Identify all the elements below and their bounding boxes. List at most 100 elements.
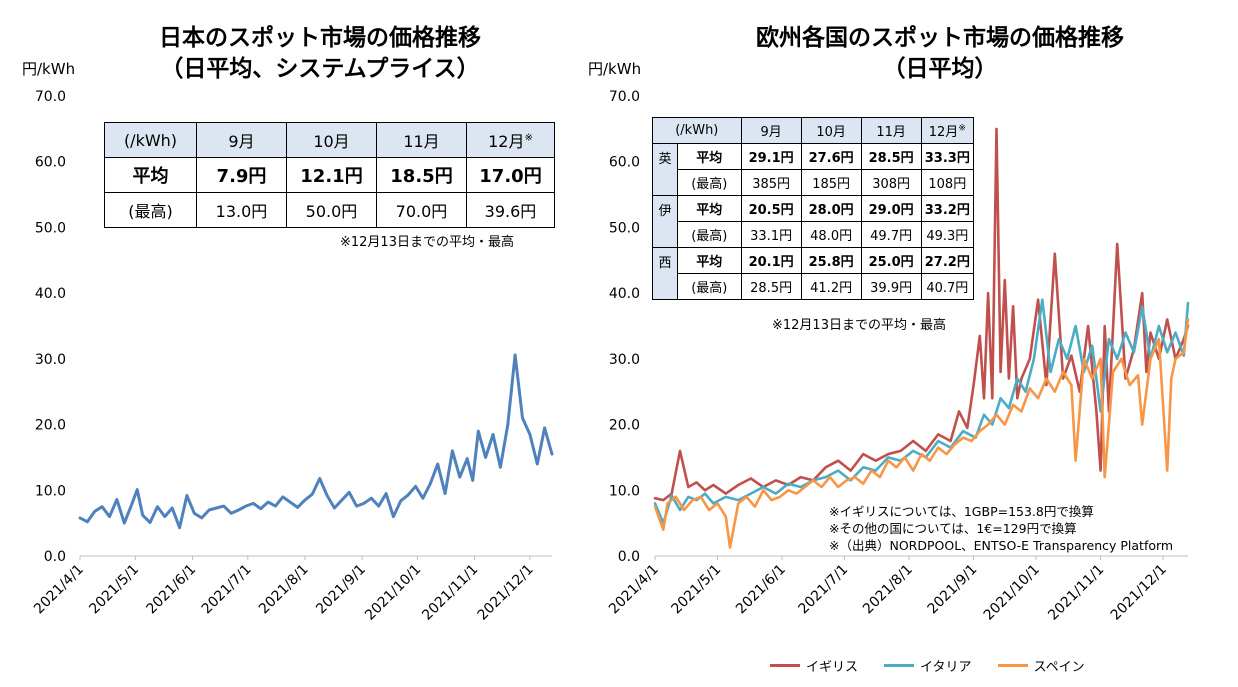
eu-legend: イギリス イタリア スペイン [770, 656, 1111, 675]
jp-ytick-label: 20.0 [35, 418, 66, 434]
jp-avg-cell: 17.0円 [466, 157, 555, 193]
eu-es-avg: 20.1円 [740, 247, 802, 274]
jp-title-line2: （日平均、システムプライス） [160, 56, 480, 82]
legend-item-es: スペイン [997, 656, 1085, 675]
eu-uk-max: 385円 [740, 169, 802, 196]
jp-max-cell: 39.6円 [466, 192, 555, 228]
eu-th-dec-label: 12月 [928, 125, 959, 140]
eu-avg-label: 平均 [677, 143, 742, 170]
legend-swatch-it [884, 664, 915, 667]
eu-avg-label: 平均 [677, 195, 742, 222]
jp-avg-cell: 12.1円 [286, 157, 377, 193]
legend-item-it: イタリア [884, 656, 972, 675]
eu-it-max: 49.3円 [920, 221, 975, 248]
jp-ytick-label: 70.0 [35, 89, 66, 105]
jp-avg-cell: 18.5円 [376, 157, 467, 193]
eu-xtick-label: 2021/7/1 [796, 562, 852, 618]
eu-summary-table: (/kWh) 9月 10月 11月 12月※ 英 平均 29.1円 27.6円 … [652, 117, 975, 300]
eu-th-dec-mark: ※ [958, 123, 966, 134]
eu-it-max: 33.1円 [740, 221, 802, 248]
jp-th-dec: 12月※ [466, 122, 555, 158]
eu-series-line-2 [653, 318, 1190, 549]
eu-avg-label: 平均 [677, 247, 742, 274]
jp-max-label: (最高) [104, 192, 197, 228]
eu-it-avg: 20.5円 [740, 195, 802, 222]
jp-ytick-label: 0.0 [44, 549, 66, 565]
eu-title-line1: 欧州各国のスポット市場の価格推移 [756, 25, 1124, 51]
eu-xtick-label: 2021/8/1 [860, 562, 916, 618]
eu-it-avg: 33.2円 [920, 195, 975, 222]
eu-uk-max: 185円 [800, 169, 862, 196]
legend-swatch-uk [770, 664, 800, 667]
jp-xtick-label: 2021/6/1 [144, 562, 200, 618]
eu-y-unit: 円/kWh [588, 60, 642, 78]
eu-it-avg: 28.0円 [800, 195, 862, 222]
eu-max-label: (最高) [677, 169, 742, 196]
eu-series-line-1 [653, 298, 1190, 525]
jp-ytick-label: 40.0 [35, 286, 66, 302]
eu-xtick-label: 2021/6/1 [733, 562, 789, 618]
jp-xtick-label: 2021/4/1 [31, 562, 87, 618]
eu-title-line2: （日平均） [882, 56, 998, 82]
eu-es-max: 39.9円 [860, 273, 922, 300]
jp-xtick-label: 2021/12/1 [475, 562, 537, 624]
eu-footnote-eur: ※その他の国については、1€=129円で換算 [829, 521, 1077, 536]
eu-xtick-label: 2021/10/1 [981, 562, 1043, 624]
jp-table-note: ※12月13日までの平均・最高 [340, 235, 514, 250]
jp-th-dec-label: 12月 [488, 132, 525, 151]
jp-th-sep: 9月 [196, 122, 287, 158]
jp-ytick-label: 10.0 [35, 483, 66, 499]
jp-title-line1: 日本のスポット市場の価格推移 [159, 25, 481, 51]
eu-series-line-0 [653, 127, 1190, 502]
eu-uk-max: 308円 [860, 169, 922, 196]
jp-max-cell: 70.0円 [376, 192, 467, 228]
eu-uk-max: 108円 [920, 169, 975, 196]
eu-footnotes: ※イギリスについては、1GBP=153.8円で換算 ※その他の国については、1€… [829, 503, 1173, 554]
jp-avg-cell: 7.9円 [196, 157, 287, 193]
eu-ytick-label: 0.0 [618, 549, 640, 565]
eu-ytick-label: 30.0 [609, 352, 640, 368]
jp-xtick-label: 2021/8/1 [256, 562, 312, 618]
eu-footnote-source: ※（出典）NORDPOOL、ENTSO-E Transparency Platf… [829, 538, 1174, 553]
eu-uk-avg: 28.5円 [860, 143, 922, 170]
eu-xtick-label: 2021/11/1 [1045, 562, 1107, 624]
eu-es-max: 41.2円 [800, 273, 862, 300]
eu-uk-avg: 33.3円 [920, 143, 975, 170]
eu-es-avg: 25.8円 [800, 247, 862, 274]
jp-y-unit: 円/kWh [22, 60, 76, 78]
jp-summary-table: (/kWh) 9月 10月 11月 12月※ 平均 7.9円 12.1円 18.… [104, 122, 555, 228]
jp-xtick-label: 2021/9/1 [313, 562, 369, 618]
legend-item-uk: イギリス [770, 656, 858, 675]
eu-table-note: ※12月13日までの平均・最高 [772, 318, 946, 333]
jp-th-nov: 11月 [376, 122, 467, 158]
eu-th-unit: (/kWh) [652, 117, 742, 144]
eu-es-max: 40.7円 [920, 273, 975, 300]
eu-xtick-label: 2021/4/1 [606, 562, 662, 618]
eu-ytick-label: 40.0 [609, 286, 640, 302]
jp-xtick-label: 2021/11/1 [419, 562, 481, 624]
eu-xtick-label: 2021/5/1 [669, 562, 725, 618]
eu-ytick-label: 20.0 [609, 418, 640, 434]
eu-uk-avg: 29.1円 [740, 143, 802, 170]
jp-th-oct: 10月 [286, 122, 377, 158]
jp-xtick-label: 2021/10/1 [362, 562, 424, 624]
eu-xtick-label: 2021/9/1 [925, 562, 981, 618]
jp-ytick-label: 50.0 [35, 220, 66, 236]
eu-th-sep: 9月 [740, 117, 802, 144]
jp-ytick-label: 30.0 [35, 352, 66, 368]
jp-max-cell: 50.0円 [286, 192, 377, 228]
eu-ytick-label: 60.0 [609, 155, 640, 171]
eu-country-it: 伊 [652, 195, 678, 248]
eu-footnote-gbp: ※イギリスについては、1GBP=153.8円で換算 [829, 504, 1094, 519]
legend-label-it: イタリア [920, 660, 972, 675]
jp-th-dec-mark: ※ [524, 132, 533, 144]
jp-chart-title: 日本のスポット市場の価格推移 （日平均、システムプライス） [120, 23, 520, 85]
eu-th-oct: 10月 [800, 117, 862, 144]
eu-max-label: (最高) [677, 273, 742, 300]
jp-avg-label: 平均 [104, 157, 197, 193]
eu-xtick-label: 2021/12/1 [1108, 562, 1170, 624]
eu-es-max: 28.5円 [740, 273, 802, 300]
eu-uk-avg: 27.6円 [800, 143, 862, 170]
jp-xtick-label: 2021/5/1 [86, 562, 142, 618]
